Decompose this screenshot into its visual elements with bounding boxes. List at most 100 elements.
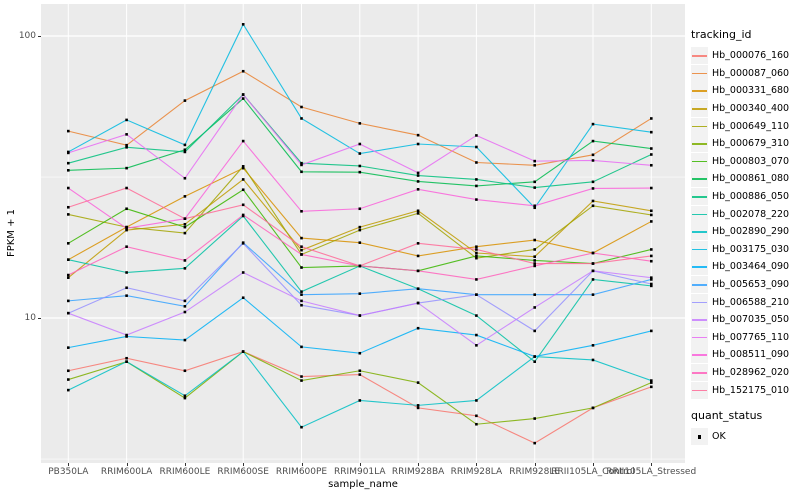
legend-item-Hb_000886_050[interactable]: Hb_000886_050 [691,188,799,206]
data-point [125,133,128,136]
data-point [533,360,536,363]
data-point [416,404,420,407]
data-point [241,165,245,168]
data-point [591,293,595,296]
x-tick-label-RRII105LA_Control: RRII105LA_Control [551,467,635,477]
legend-item-Hb_000803_070[interactable]: Hb_000803_070 [691,152,799,171]
legend-label: Hb_028962_020 [712,366,790,378]
legend-key-Hb_000649_110 [691,117,708,135]
data-point [358,351,362,355]
data-point [650,130,653,134]
legend-title-quant-status: quant_status [691,408,763,422]
data-point [650,381,653,384]
data-point [650,147,653,150]
data-point [241,23,245,26]
data-point [358,122,362,125]
legend-label: Hb_000861_080 [712,173,790,185]
data-point [533,355,536,358]
legend-item-Hb_028962_020[interactable]: Hb_028962_020 [691,363,799,382]
legend-item-Hb_152175_010[interactable]: Hb_152175_010 [691,381,799,399]
x-tick-label-RRIM928BA: RRIM928BA [391,467,445,477]
data-point [183,195,187,198]
legend-key-line-icon [692,284,707,286]
data-point [533,255,536,258]
legend-item-Hb_000331_680[interactable]: Hb_000331_680 [691,82,799,100]
legend-key-Hb_002078_220 [691,205,708,223]
legend-key-Hb_003464_090 [691,258,708,276]
x-tick-mark [534,463,536,466]
data-point [533,180,536,184]
legend-key-Hb_000886_050 [691,188,708,206]
data-point [533,417,536,420]
data-point [591,358,595,362]
data-point [475,178,478,181]
data-point [533,159,536,163]
data-point [591,344,595,347]
data-point [416,242,420,245]
data-point [591,187,595,190]
legend-key-Hb_000861_080 [691,170,708,188]
x-tick-label-RRIM901LA: RRIM901LA [334,467,386,477]
data-point [475,333,478,337]
legend-item-Hb_005653_090[interactable]: Hb_005653_090 [691,276,799,294]
data-point [650,117,653,120]
legend-item-Hb_002890_290[interactable]: Hb_002890_290 [691,223,799,241]
data-point [300,375,303,378]
data-point [183,99,187,102]
data-point [300,170,303,174]
data-point [300,303,303,307]
legend-item-Hb_000340_400[interactable]: Hb_000340_400 [691,100,799,118]
data-point [650,329,653,333]
data-point [125,146,128,149]
data-point [475,344,478,347]
legend-item-Hb_008511_090[interactable]: Hb_008511_090 [691,346,799,364]
data-point [650,186,653,190]
legend-item-Hb_000861_080[interactable]: Hb_000861_080 [691,170,799,188]
data-point [300,425,303,429]
legend-key-line-icon [692,336,707,339]
legend-item-Hb_000649_110[interactable]: Hb_000649_110 [691,117,799,135]
data-point [591,204,595,208]
legend-key-Hb_000076_160 [691,47,708,65]
legend-item-Hb_000679_310[interactable]: Hb_000679_310 [691,135,799,153]
data-point [475,145,478,149]
data-point [67,242,70,245]
data-point [67,161,70,165]
data-point [416,406,420,410]
data-point [358,170,362,174]
data-point [475,399,478,402]
data-point [358,241,362,244]
legend-item-Hb_003175_030[interactable]: Hb_003175_030 [691,240,799,259]
legend-item-Hb_006588_210[interactable]: Hb_006588_210 [691,293,799,311]
data-point [125,186,128,190]
data-point [475,161,478,164]
legend-item-Hb_000076_160[interactable]: Hb_000076_160 [691,47,799,65]
legend-item-ok[interactable]: OK [691,428,799,446]
legend-key-Hb_028962_020 [691,363,708,381]
legend-item-Hb_000087_060[interactable]: Hb_000087_060 [691,64,799,83]
data-point [241,188,245,192]
data-point [358,292,362,295]
data-point [591,406,595,410]
data-point [533,441,536,445]
data-point [241,213,245,217]
legend-item-Hb_002078_220[interactable]: Hb_002078_220 [691,205,799,223]
data-point [358,373,362,376]
legend-item-Hb_007035_050[interactable]: Hb_007035_050 [691,311,799,329]
data-point [475,184,478,188]
x-tick-mark [593,463,594,466]
legend-key-line-icon [692,72,707,75]
legend-item-Hb_003464_090[interactable]: Hb_003464_090 [691,258,799,276]
legend-item-Hb_007765_110[interactable]: Hb_007765_110 [691,328,799,347]
legend-label: Hb_000886_050 [712,191,790,203]
data-point [300,299,303,303]
data-point [533,329,536,333]
legend-title-tracking-id: tracking_id [691,28,752,41]
legend-label: Hb_006588_210 [712,296,790,308]
data-point [358,207,362,211]
plot-panel [41,4,685,463]
data-point [67,346,70,349]
data-point [650,209,653,213]
x-tick-mark [476,463,478,466]
data-point [67,151,70,155]
